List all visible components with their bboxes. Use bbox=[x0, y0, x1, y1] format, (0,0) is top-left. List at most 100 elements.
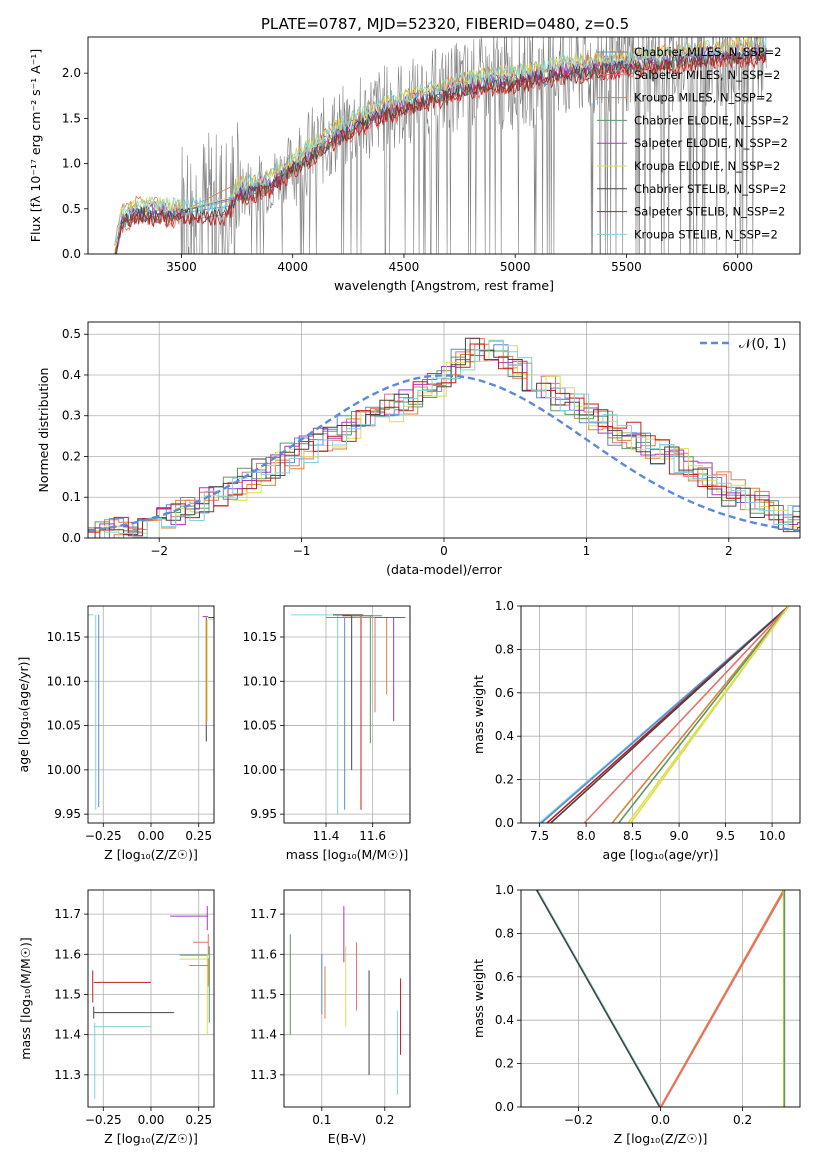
y-tick-label: 11.5 bbox=[250, 987, 277, 1001]
x-axis-label: Z [log₁₀(Z/Z☉)] bbox=[614, 1131, 708, 1146]
legend-label: Kroupa MILES, N_SSP=2 bbox=[634, 91, 773, 105]
panel-age-vs-Z: −0.25 0.00 0.25 9.95 10.00 10.05 10.10 10.15 Z [… bbox=[16, 605, 215, 862]
x-tick-label: 10.0 bbox=[759, 829, 786, 843]
panel-mass-weight-vs-Z: −0.2 0.0 0.2 0.0 0.2 0.4 0.6 0.8 1.0 Z [log₁₀(Z/Z… bbox=[471, 883, 801, 1146]
weight-line-3 bbox=[550, 606, 790, 823]
histogram-kroupa-elodie bbox=[90, 340, 800, 538]
axes: −0.25 0.00 0.25 11.3 11.4 11.5 11.6 11.7 Z [log₁… bbox=[18, 889, 215, 1146]
x-tick-label: −0.2 bbox=[564, 1113, 593, 1127]
x-tick-label: −1 bbox=[293, 544, 311, 558]
x-tick-label: 7.5 bbox=[530, 829, 549, 843]
plot-area bbox=[284, 606, 410, 823]
axes: 7.5 8.0 8.5 9.0 9.5 10.0 0.0 0.2 0.4 0.6 0.8 1.0 age… bbox=[471, 599, 801, 862]
y-tick-label: 0.0 bbox=[62, 531, 81, 545]
y-tick-label: 0.0 bbox=[495, 816, 514, 830]
panel-residuals: −2 −1 0 1 2 0.0 0.1 0.2 0.3 0.4 0.5 (data-model)/er… bbox=[36, 321, 801, 577]
x-tick-label: 0.1 bbox=[312, 1113, 331, 1127]
y-tick-label: 10.05 bbox=[47, 719, 81, 733]
plot-area bbox=[284, 890, 410, 1107]
y-tick-label: 0.8 bbox=[495, 926, 514, 940]
x-tick-label: 0 bbox=[440, 544, 448, 558]
legend-label: Salpeter MILES, N_SSP=2 bbox=[634, 68, 780, 82]
y-tick-label: 0.0 bbox=[495, 1100, 514, 1114]
plot-area bbox=[521, 606, 800, 823]
panel-age-vs-mass: 11.4 11.6 9.95 10.00 10.05 10.10 10.15 mass [lo… bbox=[243, 605, 411, 862]
y-tick-label: 10.15 bbox=[47, 630, 81, 644]
y-tick-label: 1.0 bbox=[495, 599, 514, 613]
y-tick-label: 0.2 bbox=[495, 773, 514, 787]
x-axis-label: (data-model)/error bbox=[386, 562, 503, 577]
y-tick-label: 0.5 bbox=[62, 327, 81, 341]
x-axis-label: Z [log₁₀(Z/Z☉)] bbox=[104, 847, 198, 862]
y-tick-label: 11.6 bbox=[250, 947, 277, 961]
axes-frame bbox=[283, 889, 411, 1108]
panel-mass-weight-vs-age: 7.5 8.0 8.5 9.0 9.5 10.0 0.0 0.2 0.4 0.6 0.8 1.0 age… bbox=[471, 599, 801, 862]
weight-line-6 bbox=[618, 606, 790, 823]
y-tick-label: 11.4 bbox=[250, 1028, 277, 1042]
histogram-salpeter-stelib bbox=[88, 343, 800, 537]
figure-title: PLATE=0787, MJD=52320, FIBERID=0480, z=0… bbox=[261, 15, 629, 33]
legend-label: Salpeter ELODIE, N_SSP=2 bbox=[634, 136, 788, 150]
x-tick-label: 5000 bbox=[500, 260, 531, 274]
plot-area bbox=[88, 890, 214, 1107]
y-tick-label: 0.6 bbox=[495, 686, 514, 700]
y-tick-label: 11.5 bbox=[54, 987, 81, 1001]
y-tick-label: 11.6 bbox=[54, 947, 81, 961]
histogram-chabrier-stelib bbox=[88, 337, 800, 538]
histogram-chabrier-elodie bbox=[88, 349, 800, 538]
axes: 0.1 0.2 11.3 11.4 11.5 11.6 11.7 E(B-V) bbox=[250, 889, 411, 1146]
y-axis-label: mass [log₁₀(M/M☉)] bbox=[18, 937, 33, 1059]
panel-mass-vs-ebv: 0.1 0.2 11.3 11.4 11.5 11.6 11.7 E(B-V) bbox=[250, 889, 411, 1146]
x-axis-label: age [log₁₀(age/yr)] bbox=[603, 847, 719, 862]
normal-curve bbox=[88, 374, 800, 533]
x-tick-label: 0.00 bbox=[138, 829, 165, 843]
y-tick-label: 9.95 bbox=[250, 807, 277, 821]
axes-frame bbox=[87, 321, 801, 539]
model-line-kroupa-stelib bbox=[114, 37, 767, 244]
x-tick-label: −0.25 bbox=[85, 829, 122, 843]
x-tick-label: 0.2 bbox=[733, 1113, 752, 1127]
x-tick-label: 0.2 bbox=[375, 1113, 394, 1127]
y-tick-label: 0.8 bbox=[495, 642, 514, 656]
weight-line-8 bbox=[630, 606, 790, 823]
panel-spectrum: 3500 4000 4500 5000 5500 6000 0.0 0.5 1.0 1.5 2.0 w… bbox=[28, 36, 801, 293]
plot-area bbox=[114, 37, 767, 254]
plot-area bbox=[521, 890, 800, 1107]
y-tick-label: 0.4 bbox=[495, 1013, 514, 1027]
x-tick-label: 9.5 bbox=[716, 829, 735, 843]
x-axis-label: Z [log₁₀(Z/Z☉)] bbox=[104, 1131, 198, 1146]
axes: −0.25 0.00 0.25 9.95 10.00 10.05 10.10 10.15 Z [… bbox=[16, 605, 215, 862]
y-tick-label: 10.10 bbox=[47, 674, 81, 688]
axes-frame bbox=[87, 36, 801, 255]
legend-label: Chabrier STELIB, N_SSP=2 bbox=[634, 182, 786, 196]
axes: 3500 4000 4500 5000 5500 6000 0.0 0.5 1.0 1.5 2.0 w… bbox=[28, 36, 801, 293]
x-tick-label: −2 bbox=[150, 544, 168, 558]
panel-mass-vs-Z: −0.25 0.00 0.25 11.3 11.4 11.5 11.6 11.7 Z [log₁… bbox=[18, 889, 215, 1146]
x-axis-label: wavelength [Angstrom, rest frame] bbox=[334, 278, 554, 293]
plot-area bbox=[88, 322, 800, 538]
y-axis-label: mass weight bbox=[471, 959, 486, 1038]
y-tick-label: 10.15 bbox=[243, 630, 277, 644]
x-tick-label: 0.00 bbox=[138, 1113, 165, 1127]
axes: 11.4 11.6 9.95 10.00 10.05 10.10 10.15 mass [lo… bbox=[243, 605, 411, 862]
axes-frame bbox=[520, 889, 801, 1108]
axes: −0.2 0.0 0.2 0.0 0.2 0.4 0.6 0.8 1.0 Z [log₁₀(Z/Z… bbox=[471, 883, 801, 1146]
y-tick-label: 1.0 bbox=[62, 157, 81, 171]
legend-label: Chabrier MILES, N_SSP=2 bbox=[634, 45, 781, 59]
y-tick-label: 11.3 bbox=[54, 1068, 81, 1082]
y-tick-label: 0.4 bbox=[62, 368, 81, 382]
axes-frame bbox=[283, 605, 411, 824]
x-tick-label: 3500 bbox=[166, 260, 197, 274]
y-tick-label: 11.7 bbox=[250, 907, 277, 921]
y-tick-label: 11.3 bbox=[250, 1068, 277, 1082]
axes: −2 −1 0 1 2 0.0 0.1 0.2 0.3 0.4 0.5 (data-model)/er… bbox=[36, 321, 801, 577]
y-tick-label: 11.4 bbox=[54, 1028, 81, 1042]
y-tick-label: 9.95 bbox=[54, 807, 81, 821]
x-tick-label: 5500 bbox=[611, 260, 642, 274]
x-tick-label: 4000 bbox=[277, 260, 308, 274]
x-tick-label: 4500 bbox=[389, 260, 420, 274]
histogram-kroupa-stelib bbox=[90, 339, 800, 538]
axes-frame bbox=[87, 889, 215, 1108]
histogram-kroupa-miles bbox=[90, 340, 800, 538]
x-tick-label: 0.0 bbox=[651, 1113, 670, 1127]
